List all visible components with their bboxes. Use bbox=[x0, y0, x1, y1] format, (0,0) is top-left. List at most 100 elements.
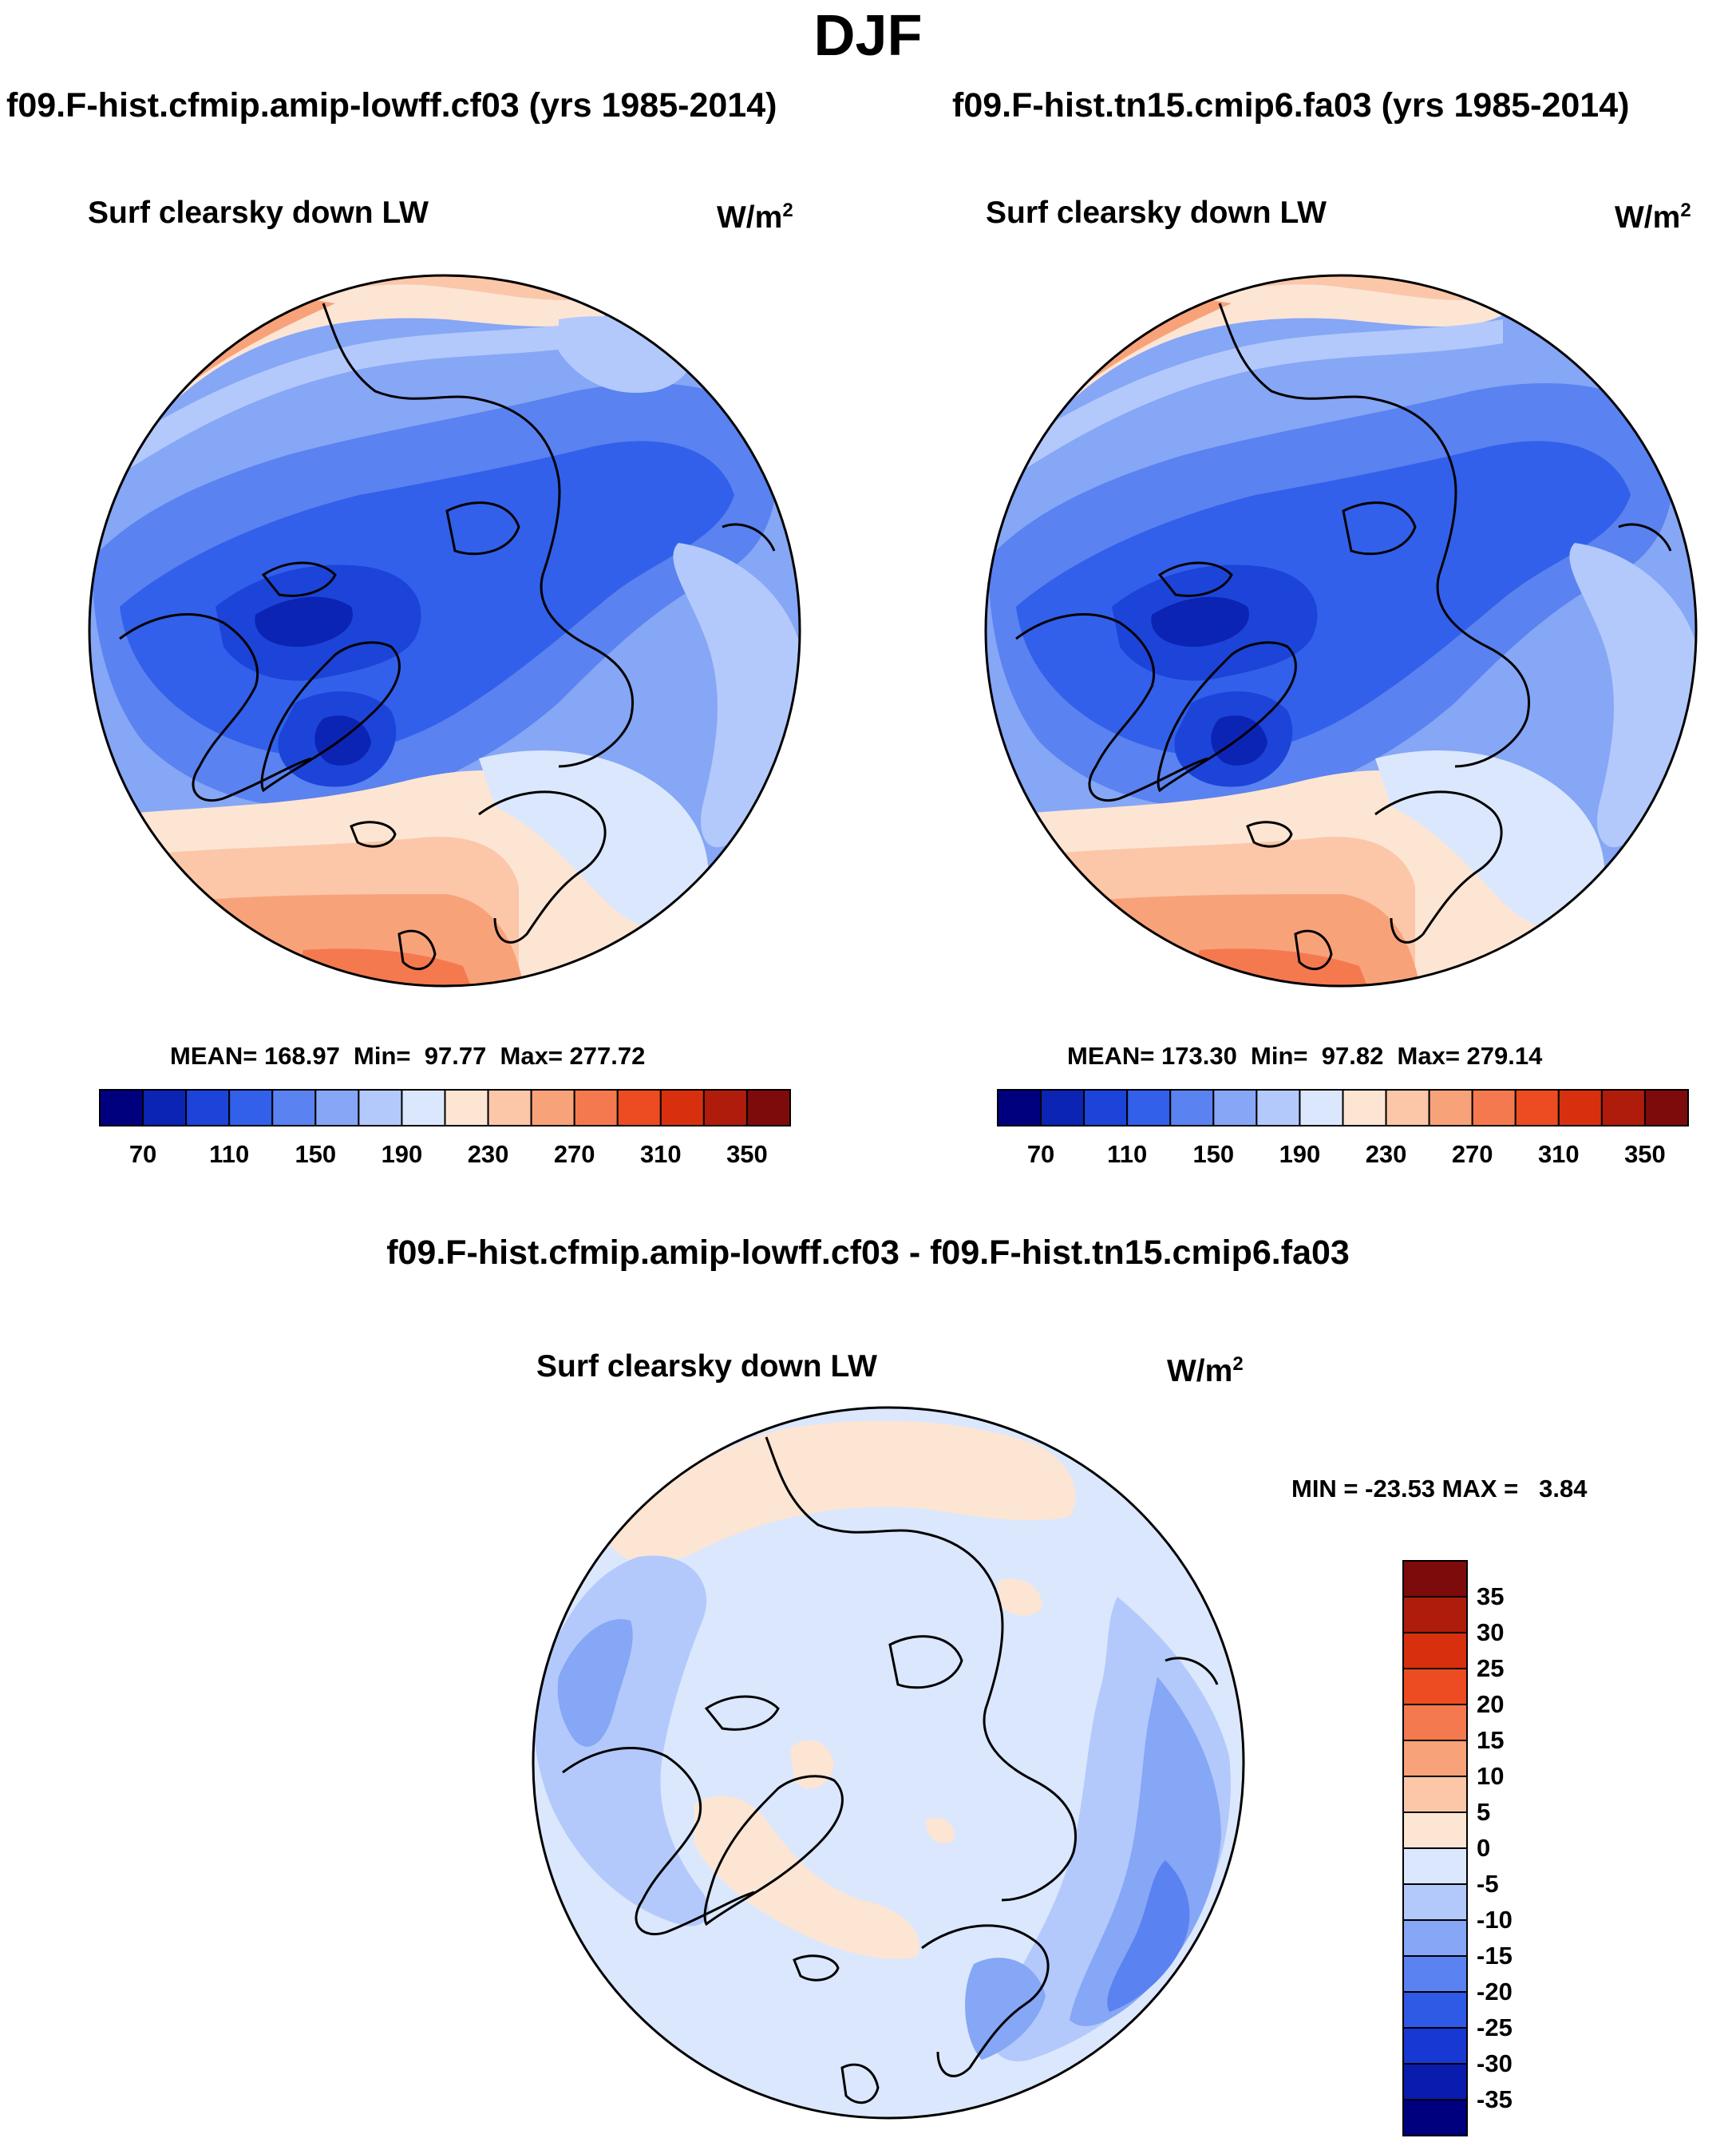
right-map bbox=[986, 275, 1696, 986]
diff-colorbar-tick-label: 20 bbox=[1477, 1690, 1505, 1718]
right-colorbar-box bbox=[1514, 1089, 1560, 1126]
diff-colorbar-box bbox=[1402, 1704, 1468, 1741]
diff-colorbar-box bbox=[1402, 1560, 1468, 1598]
right-colorbar-box bbox=[1342, 1089, 1387, 1126]
left-colorbar-box bbox=[487, 1089, 532, 1126]
left-colorbar-box bbox=[314, 1089, 360, 1126]
diff-colorbar-tick-label: -20 bbox=[1477, 1978, 1513, 2005]
left-colorbar-tick-label: 230 bbox=[467, 1140, 509, 1168]
right-stats: MEAN= 173.30 Min= 97.82 Max= 279.14 bbox=[1067, 1042, 1543, 1070]
left-colorbar-tick-label: 190 bbox=[381, 1140, 423, 1168]
left-colorbar-box bbox=[358, 1089, 403, 1126]
left-colorbar-box bbox=[702, 1089, 748, 1126]
diff-colorbar-box bbox=[1402, 1955, 1468, 1993]
diff-colorbar-tick-label: -15 bbox=[1477, 1942, 1513, 1970]
left-colorbar-box bbox=[401, 1089, 446, 1126]
left-colorbar-box bbox=[185, 1089, 231, 1126]
right-colorbar-tick-label: 190 bbox=[1279, 1140, 1321, 1168]
left-colorbar bbox=[99, 1089, 791, 1126]
left-colorbar-tick-label: 270 bbox=[553, 1140, 595, 1168]
left-case-title: f09.F-hist.cfmip.amip-lowff.cf03 (yrs 19… bbox=[6, 86, 777, 125]
left-colorbar-tick-label: 70 bbox=[129, 1140, 157, 1168]
right-variable-label: Surf clearsky down LW bbox=[986, 196, 1327, 230]
diff-colorbar-tick-label: 10 bbox=[1477, 1762, 1505, 1790]
diff-colorbar bbox=[1402, 1560, 1468, 2136]
left-colorbar-tick-label: 350 bbox=[726, 1140, 768, 1168]
diff-colorbar-tick-label: 25 bbox=[1477, 1654, 1505, 1682]
left-colorbar-box bbox=[99, 1089, 144, 1126]
right-colorbar-tick-label: 270 bbox=[1451, 1140, 1493, 1168]
left-colorbar-tick-label: 150 bbox=[295, 1140, 337, 1168]
left-colorbar-box bbox=[271, 1089, 317, 1126]
diff-colorbar-box bbox=[1402, 1776, 1468, 1813]
diff-colorbar-tick-label: -10 bbox=[1477, 1906, 1513, 1934]
right-colorbar-box bbox=[1385, 1089, 1430, 1126]
right-units: W/m2 bbox=[1615, 200, 1691, 235]
diff-colorbar-tick-label: -5 bbox=[1477, 1870, 1499, 1898]
diff-map-border bbox=[532, 1406, 1245, 2120]
left-colorbar-tick-label: 110 bbox=[209, 1140, 250, 1168]
left-colorbar-box bbox=[444, 1089, 489, 1126]
diff-colorbar-box bbox=[1402, 1811, 1468, 1849]
diff-colorbar-tick-label: 5 bbox=[1477, 1798, 1491, 1826]
left-map-border bbox=[88, 274, 801, 988]
diff-colorbar-tick-label: 35 bbox=[1477, 1582, 1505, 1610]
right-colorbar-box bbox=[1256, 1089, 1301, 1126]
right-colorbar-box bbox=[1643, 1089, 1689, 1126]
left-map bbox=[89, 275, 800, 986]
left-colorbar-box bbox=[573, 1089, 619, 1126]
diff-variable-label: Surf clearsky down LW bbox=[536, 1349, 877, 1384]
left-colorbar-box bbox=[659, 1089, 705, 1126]
right-colorbar-box bbox=[1471, 1089, 1517, 1126]
diff-colorbar-tick-label: -35 bbox=[1477, 2085, 1513, 2113]
left-colorbar-box bbox=[616, 1089, 662, 1126]
right-colorbar-box bbox=[1040, 1089, 1085, 1126]
diff-colorbar-tick-label: -25 bbox=[1477, 2013, 1513, 2041]
diff-colorbar-tick-label: 30 bbox=[1477, 1618, 1505, 1646]
right-case-title: f09.F-hist.tn15.cmip6.fa03 (yrs 1985-201… bbox=[952, 86, 1630, 125]
diff-colorbar-box bbox=[1402, 2099, 1468, 2136]
left-colorbar-tick-label: 310 bbox=[639, 1140, 682, 1168]
diff-colorbar-box bbox=[1402, 1919, 1468, 1957]
right-colorbar-box bbox=[1299, 1089, 1344, 1126]
left-colorbar-box bbox=[228, 1089, 274, 1126]
diff-colorbar-tick-label: 15 bbox=[1477, 1726, 1505, 1754]
right-colorbar-box bbox=[1126, 1089, 1172, 1126]
diff-colorbar-box bbox=[1402, 1596, 1468, 1633]
diff-map bbox=[533, 1408, 1244, 2118]
right-colorbar-box bbox=[1600, 1089, 1646, 1126]
right-colorbar-box bbox=[997, 1089, 1042, 1126]
figure-title: DJF bbox=[813, 4, 923, 68]
diff-colorbar-tick-label: -30 bbox=[1477, 2049, 1513, 2077]
diff-units: W/m2 bbox=[1167, 1353, 1244, 1388]
diff-case-title: f09.F-hist.cfmip.amip-lowff.cf03 - f09.F… bbox=[386, 1233, 1350, 1272]
diff-colorbar-tick-label: 0 bbox=[1477, 1834, 1491, 1862]
right-map-border bbox=[984, 274, 1698, 988]
right-colorbar-box bbox=[1428, 1089, 1473, 1126]
left-colorbar-box bbox=[745, 1089, 791, 1126]
diff-colorbar-box bbox=[1402, 1668, 1468, 1705]
diff-colorbar-box bbox=[1402, 1847, 1468, 1885]
diff-colorbar-box bbox=[1402, 2027, 1468, 2065]
left-colorbar-box bbox=[530, 1089, 575, 1126]
diff-colorbar-box bbox=[1402, 1632, 1468, 1669]
right-colorbar-box bbox=[1169, 1089, 1215, 1126]
right-colorbar-box bbox=[1212, 1089, 1258, 1126]
right-colorbar-tick-label: 110 bbox=[1107, 1140, 1148, 1168]
right-colorbar-tick-label: 150 bbox=[1192, 1140, 1235, 1168]
diff-colorbar-box bbox=[1402, 2063, 1468, 2101]
right-colorbar-tick-label: 310 bbox=[1537, 1140, 1580, 1168]
right-colorbar-tick-label: 350 bbox=[1624, 1140, 1666, 1168]
right-colorbar-box bbox=[1557, 1089, 1603, 1126]
diff-colorbar-box bbox=[1402, 1740, 1468, 1777]
left-variable-label: Surf clearsky down LW bbox=[88, 196, 429, 230]
left-units: W/m2 bbox=[717, 200, 793, 235]
right-colorbar-tick-label: 70 bbox=[1026, 1140, 1055, 1168]
diff-colorbar-box bbox=[1402, 1991, 1468, 2029]
right-colorbar-box bbox=[1083, 1089, 1129, 1126]
left-colorbar-box bbox=[142, 1089, 188, 1126]
left-stats: MEAN= 168.97 Min= 97.77 Max= 277.72 bbox=[170, 1042, 646, 1070]
diff-colorbar-box bbox=[1402, 1883, 1468, 1921]
right-colorbar-tick-label: 230 bbox=[1365, 1140, 1407, 1168]
